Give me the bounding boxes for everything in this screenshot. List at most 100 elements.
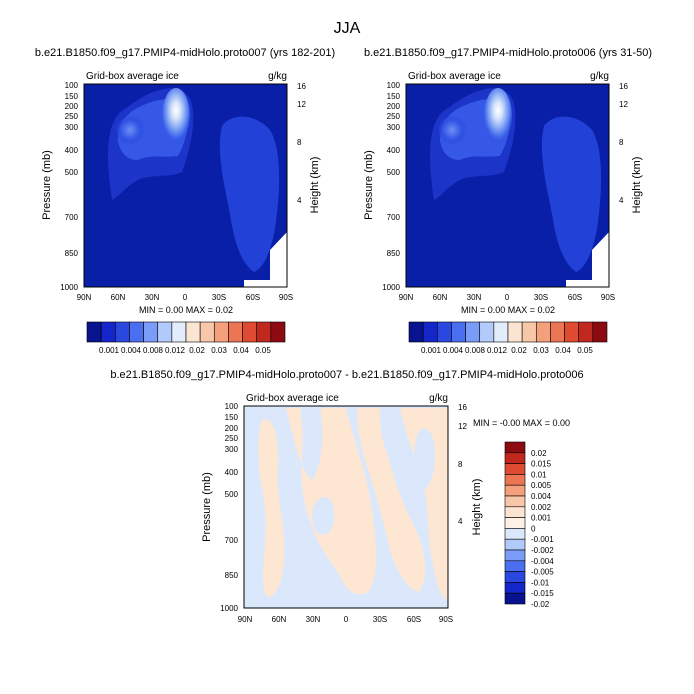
colorbar-swatch: [408, 321, 424, 343]
colorbar-label: 0.001: [99, 346, 120, 355]
panel-2-ylabel: Pressure (mb): [363, 150, 375, 220]
colorbar-label: -0.015: [531, 589, 554, 598]
panel-3-htick-0: 16: [458, 403, 467, 412]
panel-1-y-ticks: 100 150 200 250 300 400 500 700 850 1000: [60, 81, 78, 292]
panel-1-xtick-5: 60S: [246, 293, 260, 302]
panel-3-ytick-0: 100: [225, 402, 239, 411]
colorbar-swatch: [422, 321, 438, 343]
colorbar-label: 0.012: [487, 346, 508, 355]
colorbar-swatch: [521, 321, 537, 343]
colorbar-swatch: [504, 517, 526, 529]
colorbar-swatch: [504, 582, 526, 594]
panel-1-xtick-1: 60N: [111, 293, 126, 302]
panel-2-field: [406, 84, 609, 287]
colorbar-swatch: [592, 321, 608, 343]
colorbar-swatch: [465, 321, 481, 343]
colorbar-swatch: [504, 452, 526, 464]
colorbar-label: 0.004: [443, 346, 464, 355]
colorbar-label: 0.04: [233, 346, 249, 355]
panel-2-ytick-0: 100: [387, 81, 401, 90]
panel-2-htick-2: 8: [619, 138, 624, 147]
panel-3-ytick-2: 200: [225, 424, 239, 433]
panel-3-xtick-5: 60S: [407, 615, 421, 624]
panel-1-title: b.e21.B1850.f09_g17.PMIP4-midHolo.proto0…: [35, 47, 335, 59]
panel-1-xtick-2: 30N: [145, 293, 160, 302]
colorbar-label: 0.008: [465, 346, 486, 355]
colorbar-label: 0.02: [189, 346, 205, 355]
colorbar-swatch: [270, 321, 286, 343]
panel-1-left-label: Grid-box average ice: [86, 71, 179, 82]
colorbar-label: -0.001: [531, 535, 554, 544]
panel-3-xtick-6: 90S: [439, 615, 453, 624]
colorbar-swatch: [550, 321, 565, 343]
panel-1-ylabel-right: Height (km): [309, 157, 321, 214]
panel-1-x-ticks: 90N 60N 30N 0 30S 60S 90S: [77, 293, 293, 302]
panel-1-htick-1: 12: [297, 100, 306, 109]
panel-2-y-ticks: 100 150 200 250 300 400 500 700 850 1000: [382, 81, 400, 292]
panel-2: b.e21.B1850.f09_g17.PMIP4-midHolo.proto0…: [363, 47, 652, 355]
panel-1-hotspot: [162, 88, 190, 144]
colorbar-swatch: [504, 506, 526, 518]
colorbar-label: 0: [531, 524, 536, 533]
panel-2-xtick-0: 90N: [399, 293, 414, 302]
colorbar-label: 0.03: [533, 346, 549, 355]
panel-1-ytick-1: 150: [65, 92, 79, 101]
colorbar-swatch: [535, 321, 551, 343]
panel-1-field: [84, 84, 287, 287]
panel-1: b.e21.B1850.f09_g17.PMIP4-midHolo.proto0…: [35, 47, 335, 355]
panel-3-htick-3: 4: [458, 517, 463, 526]
colorbar-label: 0.012: [165, 346, 186, 355]
panel-3-left-label: Grid-box average ice: [246, 393, 339, 404]
colorbar-swatch: [493, 321, 509, 343]
colorbar-swatch: [504, 463, 526, 475]
panel-1-sh-cloud: [219, 116, 280, 272]
colorbar-label: 0.008: [143, 346, 164, 355]
panel-2-midlat-blob: [438, 116, 466, 144]
colorbar-swatch: [504, 441, 526, 454]
panel-2-units: g/kg: [590, 71, 609, 82]
colorbar-label: -0.02: [531, 600, 550, 609]
panel-3-ytick-4: 300: [225, 445, 239, 454]
panel-1-ytick-2: 200: [65, 102, 79, 111]
colorbar-swatch: [507, 321, 523, 343]
colorbar-label: 0.015: [531, 460, 552, 469]
panel-2-title: b.e21.B1850.f09_g17.PMIP4-midHolo.proto0…: [364, 47, 652, 59]
colorbar-swatch: [504, 592, 526, 605]
panel-2-xtick-3: 0: [505, 293, 510, 302]
panel-2-ytick-3: 250: [387, 112, 401, 121]
panel-3-frame: [243, 405, 449, 609]
panel-2-colorbar: 0.001 0.004 0.008 0.012 0.02 0.03 0.04 0.05: [408, 321, 608, 355]
colorbar-label: 0.004: [531, 492, 552, 501]
panel-2-left-label: Grid-box average ice: [408, 71, 501, 82]
panel-3: b.e21.B1850.f09_g17.PMIP4-midHolo.proto0…: [110, 369, 583, 624]
colorbar-swatch: [504, 571, 526, 583]
colorbar-swatch: [504, 538, 526, 551]
main-title: JJA: [334, 20, 361, 37]
panel-1-midlat-blob: [116, 116, 144, 144]
panel-2-ylabel-right: Height (km): [631, 157, 643, 214]
panel-3-ytick-1: 150: [225, 413, 239, 422]
colorbar-swatch: [199, 321, 215, 343]
panel-1-units: g/kg: [268, 71, 287, 82]
panel-3-xtick-1: 60N: [272, 615, 287, 624]
panel-1-ytick-8: 850: [65, 249, 79, 258]
panel-3-ytick-7: 700: [225, 536, 239, 545]
panel-2-frame: [405, 83, 610, 288]
panel-1-ylabel: Pressure (mb): [41, 150, 53, 220]
panel-1-colorbar: 0.001 0.004 0.008 0.012 0.02 0.03 0.04 0.05: [86, 321, 286, 355]
panel-1-stats: MIN = 0.00 MAX = 0.02: [139, 305, 233, 315]
panel-3-neg-island-1: [311, 496, 335, 535]
panel-3-ylabel: Pressure (mb): [201, 472, 213, 542]
panel-3-xtick-3: 0: [344, 615, 349, 624]
panel-2-ytick-7: 700: [387, 213, 401, 222]
colorbar-swatch: [256, 321, 272, 343]
panel-1-sh-gap: [244, 232, 287, 287]
panel-3-ytick-5: 400: [225, 468, 239, 477]
colorbar-swatch: [143, 321, 159, 343]
panel-2-x-ticks: 90N 60N 30N 0 30S 60S 90S: [399, 293, 615, 302]
panel-1-ytick-0: 100: [65, 81, 79, 90]
panel-1-xtick-3: 0: [183, 293, 188, 302]
colorbar-swatch: [242, 321, 258, 343]
panel-1-htick-2: 8: [297, 138, 302, 147]
